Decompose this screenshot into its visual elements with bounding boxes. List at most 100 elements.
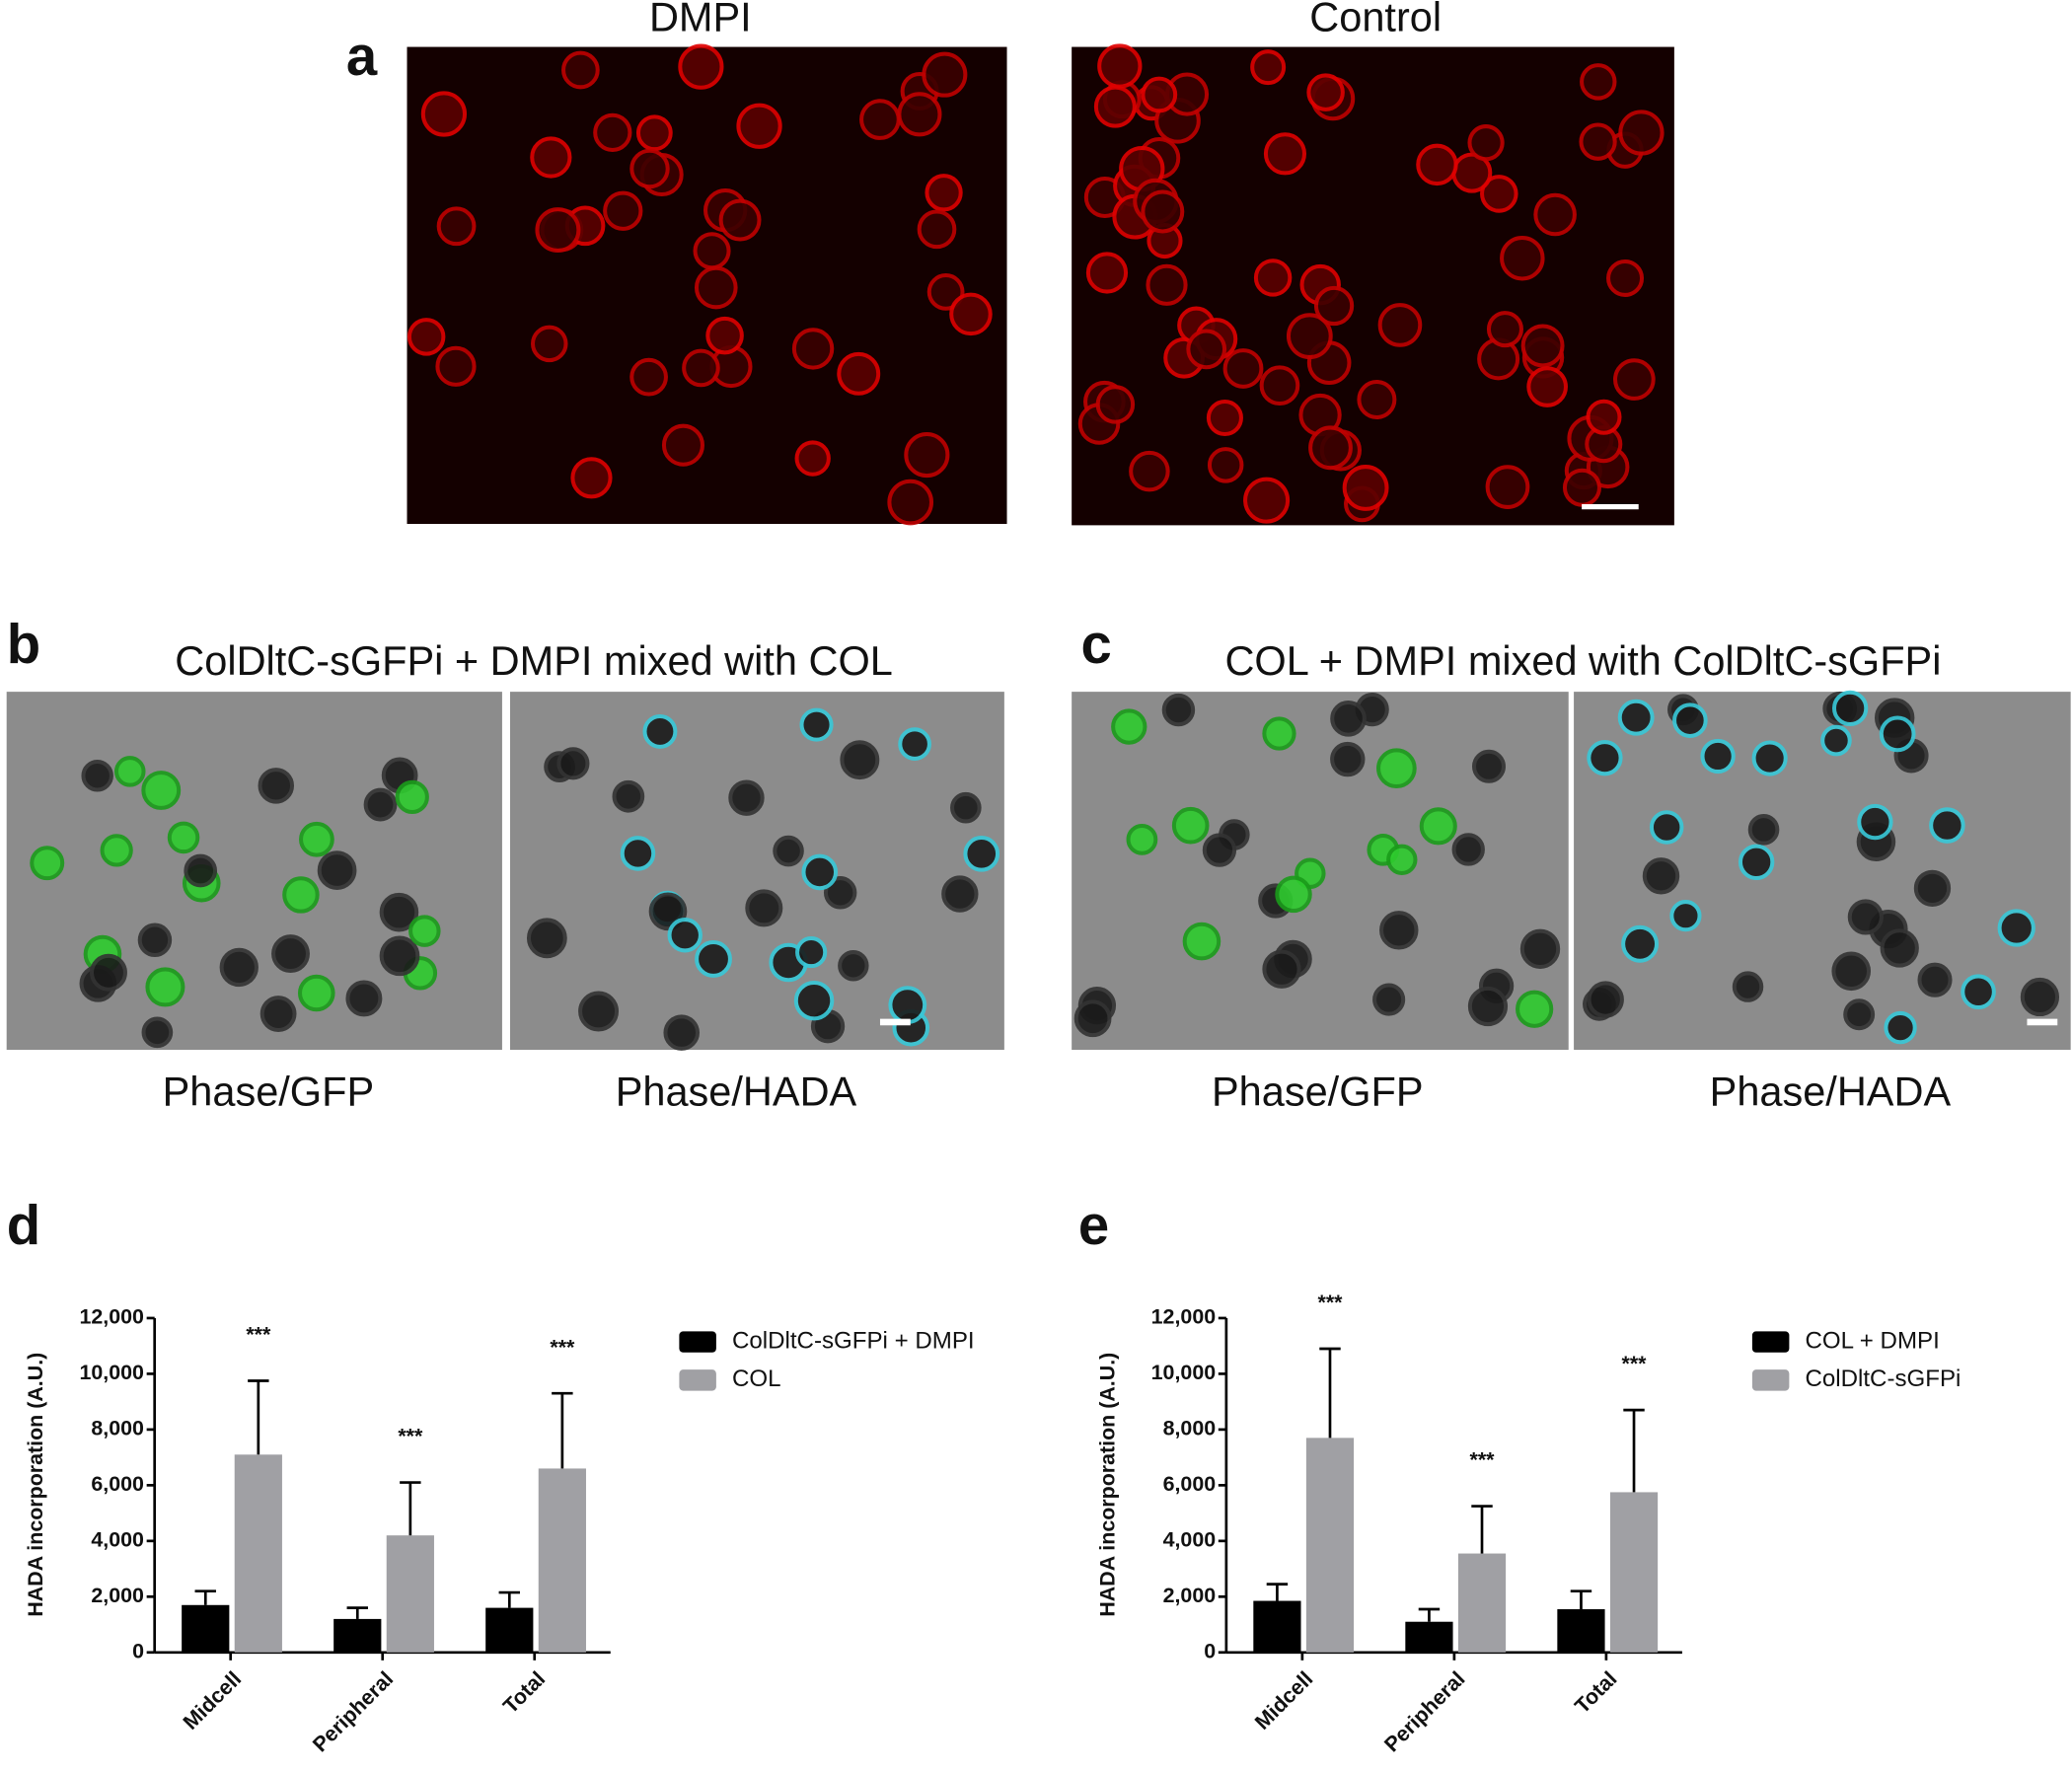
cell bbox=[794, 440, 831, 477]
bar bbox=[1557, 1609, 1605, 1653]
panel-title: COL + DMPI mixed with ColDltC-sGFPi bbox=[1224, 637, 1941, 684]
cell bbox=[298, 974, 335, 1012]
cell bbox=[1621, 924, 1660, 963]
cell bbox=[570, 457, 613, 499]
annotation: *** bbox=[1622, 1352, 1648, 1375]
cell bbox=[840, 740, 880, 780]
legend-swatch bbox=[1751, 1331, 1790, 1353]
cell bbox=[90, 953, 127, 992]
micrographs bbox=[6, 43, 2071, 1051]
cell bbox=[1263, 132, 1307, 176]
cell bbox=[531, 325, 568, 363]
cell bbox=[635, 114, 673, 152]
cell bbox=[728, 779, 765, 816]
cell bbox=[137, 923, 173, 957]
cell bbox=[1587, 740, 1623, 776]
cell bbox=[219, 947, 259, 988]
cell bbox=[1586, 399, 1622, 435]
cell bbox=[1480, 175, 1518, 213]
x-tick-label: Peripheral bbox=[308, 1666, 398, 1756]
cell bbox=[661, 423, 704, 467]
y-tick-label: 0 bbox=[1204, 1639, 1216, 1662]
cell bbox=[1520, 324, 1565, 368]
y-axis-label: HADA incorporation (A.U.) bbox=[1095, 1353, 1119, 1617]
cell bbox=[1820, 724, 1852, 757]
cell bbox=[1642, 857, 1680, 895]
y-tick-label: 12,000 bbox=[79, 1305, 144, 1329]
cell bbox=[282, 876, 320, 914]
cell bbox=[363, 787, 398, 822]
cell bbox=[435, 345, 477, 387]
x-tick-label: Peripheral bbox=[1379, 1666, 1469, 1756]
cell bbox=[667, 918, 703, 953]
cell bbox=[1262, 949, 1301, 989]
bar bbox=[1457, 1553, 1507, 1653]
cell bbox=[1486, 311, 1523, 348]
cell bbox=[1313, 285, 1355, 327]
annotation: *** bbox=[246, 1323, 271, 1347]
cell bbox=[1342, 465, 1389, 511]
y-tick-label: 6,000 bbox=[91, 1472, 144, 1496]
cell bbox=[736, 103, 782, 149]
cell bbox=[1669, 900, 1702, 932]
cell bbox=[1929, 807, 1965, 844]
bar bbox=[485, 1607, 534, 1653]
cell bbox=[1376, 748, 1417, 789]
bar bbox=[1609, 1492, 1659, 1653]
cell bbox=[1419, 807, 1457, 846]
cell bbox=[1847, 899, 1884, 935]
cell bbox=[578, 991, 620, 1032]
cell bbox=[963, 836, 1000, 872]
cell bbox=[1917, 962, 1953, 997]
panel-title: ColDltC-sGFPi + DMPI mixed with COL bbox=[175, 637, 893, 684]
legend-swatch bbox=[1751, 1369, 1790, 1391]
cell bbox=[1259, 365, 1300, 406]
y-tick-label: 2,000 bbox=[1163, 1584, 1217, 1607]
y-tick-label: 4,000 bbox=[91, 1527, 144, 1551]
cell bbox=[317, 850, 357, 890]
cell bbox=[1111, 708, 1147, 745]
cell bbox=[1857, 803, 1893, 841]
cell bbox=[408, 915, 441, 947]
cell bbox=[1416, 143, 1458, 186]
cell bbox=[1649, 810, 1684, 845]
annotation: *** bbox=[1317, 1291, 1343, 1314]
cell bbox=[593, 112, 632, 152]
legend-label: COL + DMPI bbox=[1805, 1327, 1939, 1354]
cell bbox=[141, 1016, 174, 1049]
cell bbox=[1253, 258, 1293, 297]
cell bbox=[1485, 465, 1530, 509]
cell bbox=[1129, 450, 1170, 492]
cell bbox=[1372, 983, 1406, 1016]
cell bbox=[663, 1014, 701, 1051]
cell bbox=[1562, 468, 1601, 507]
cell bbox=[2020, 977, 2060, 1017]
cell bbox=[898, 727, 931, 761]
cell bbox=[530, 136, 572, 179]
cell bbox=[1330, 701, 1367, 737]
cell bbox=[1377, 303, 1423, 347]
cell bbox=[1186, 329, 1227, 370]
cell bbox=[1913, 869, 1952, 908]
annotation: *** bbox=[1470, 1448, 1496, 1472]
y-axis-label: HADA incorporation (A.U.) bbox=[24, 1353, 47, 1617]
cell bbox=[1243, 477, 1291, 524]
cell bbox=[1093, 85, 1137, 128]
cell bbox=[1467, 986, 1509, 1027]
cell bbox=[629, 148, 670, 189]
cell bbox=[407, 318, 446, 356]
cell bbox=[620, 836, 656, 871]
cell bbox=[838, 950, 869, 982]
bar bbox=[1405, 1621, 1453, 1653]
cell bbox=[801, 853, 839, 891]
cell bbox=[1467, 124, 1505, 162]
cell bbox=[917, 209, 957, 250]
cell bbox=[1250, 49, 1287, 86]
cell bbox=[1146, 263, 1188, 306]
bar bbox=[1253, 1600, 1301, 1653]
cell bbox=[1471, 749, 1506, 783]
cell bbox=[773, 835, 804, 867]
cell bbox=[941, 875, 979, 913]
cell bbox=[897, 92, 942, 137]
y-tick-label: 10,000 bbox=[79, 1361, 144, 1384]
